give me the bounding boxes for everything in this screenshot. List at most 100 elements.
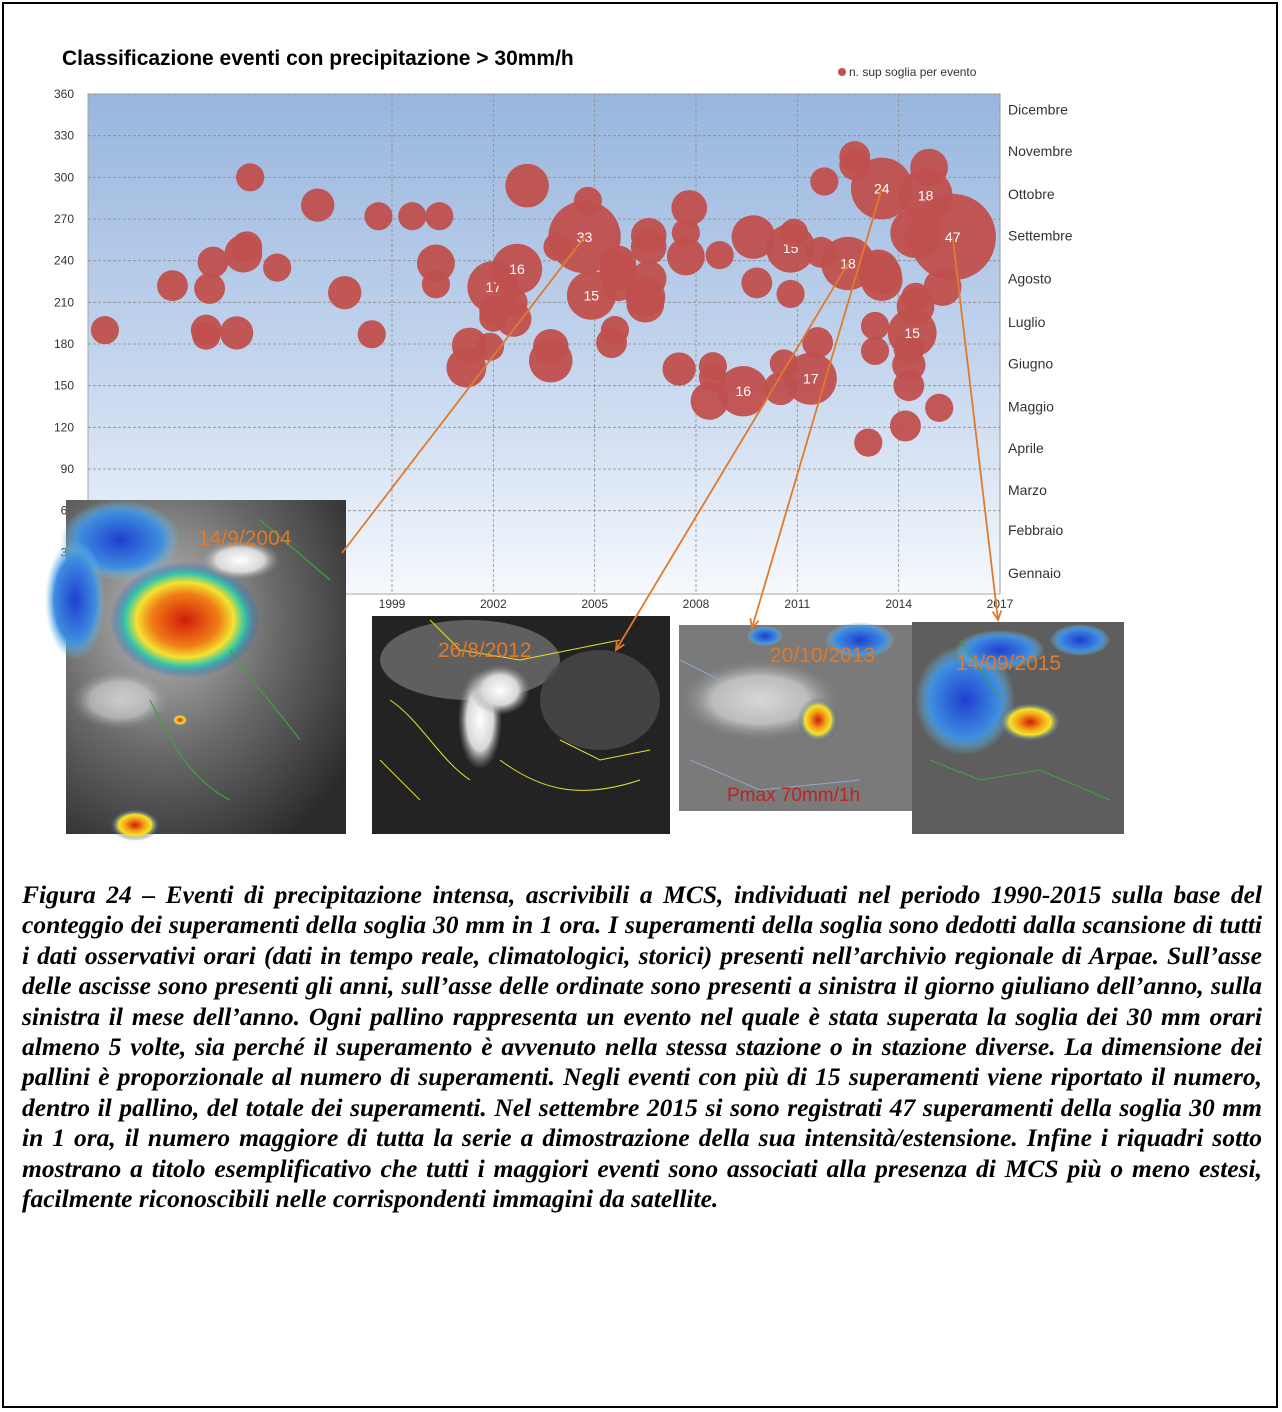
bubble: [889, 410, 921, 442]
month-label: Settembre: [1008, 228, 1073, 244]
month-label: Ottobre: [1008, 186, 1055, 202]
bubble: [425, 202, 454, 231]
bubble: [263, 253, 292, 282]
bubble: [301, 188, 335, 222]
bubble: [328, 275, 362, 310]
satellite-image-2004: [45, 500, 346, 841]
y-tick-label: 300: [54, 170, 74, 184]
month-label: Marzo: [1008, 482, 1047, 498]
y-axis-ticks: 609012015018021024027030033036030: [54, 87, 74, 559]
callout-line: [615, 262, 849, 651]
bubble: [666, 237, 705, 276]
bubble: [671, 190, 708, 226]
bubble: [662, 352, 696, 386]
bubble: [495, 301, 532, 337]
month-label: Aprile: [1008, 440, 1044, 456]
bubble: [810, 167, 839, 196]
y-tick-label: 330: [54, 129, 74, 143]
bubble: [776, 279, 805, 309]
month-axis: Gennaio Febbraio Marzo Aprile Maggio Giugno Lu…: [1008, 101, 1073, 581]
bubble: [861, 254, 902, 295]
month-label: Gennaio: [1008, 565, 1061, 581]
month-label: Giugno: [1008, 355, 1053, 371]
panel-date-2015: 14/09/2015: [956, 652, 1061, 675]
satellite-image-2013: [679, 622, 912, 811]
bubble: [698, 352, 727, 381]
bubble: [157, 270, 188, 302]
bubble: [860, 311, 890, 341]
bubble-chart: Classificazione eventi con precipitazion…: [45, 47, 1124, 841]
bubble-label: 16: [509, 261, 525, 277]
panel-date-2012: 26/8/2012: [438, 639, 531, 662]
bubble: [192, 321, 221, 350]
callout-line: [341, 236, 586, 554]
x-tick-label: 2008: [683, 597, 710, 611]
bubble: [357, 320, 386, 349]
bubble: [236, 163, 265, 192]
bubble: [731, 215, 776, 259]
bubble: [505, 163, 549, 208]
month-label: Luglio: [1008, 314, 1046, 330]
bubble: [779, 218, 809, 247]
callout-arrowhead: [614, 639, 625, 652]
satellite-image-2015: [912, 622, 1124, 834]
y-tick-label: 270: [54, 212, 74, 226]
bubble-label: 16: [735, 383, 751, 399]
bubble: [860, 336, 890, 366]
bubble: [925, 393, 954, 422]
y-tick-label: 120: [54, 420, 74, 434]
callout-lines: [341, 188, 1003, 652]
bubble: [197, 246, 229, 278]
bubble: [854, 428, 883, 457]
bubble: [901, 282, 930, 311]
chart-title: Classificazione eventi con precipitazion…: [62, 47, 574, 70]
callout-arrowhead: [749, 617, 760, 630]
bubble: [784, 352, 837, 405]
month-label: Novembre: [1008, 143, 1073, 159]
bubble: [705, 241, 734, 270]
bubbles: 17163315161517182415161847: [90, 141, 996, 457]
bubble: [718, 366, 769, 417]
y-tick-label: 180: [54, 337, 74, 351]
callout-line: [951, 236, 999, 621]
legend-label: n. sup soglia per evento: [849, 65, 977, 79]
bubble: [630, 228, 667, 265]
bubble-label: 17: [803, 371, 819, 387]
x-tick-label: 2014: [885, 597, 912, 611]
bubble: [231, 231, 263, 263]
bubble: [910, 148, 948, 187]
month-label: Agosto: [1008, 271, 1052, 287]
bubble: [802, 327, 834, 359]
legend-marker: [838, 68, 846, 76]
bubble: [421, 270, 450, 299]
bubble: [364, 202, 393, 231]
month-label: Dicembre: [1008, 101, 1068, 117]
x-axis-ticks: 1999 2002 2005 2008 2011 2014 2017: [379, 597, 1014, 611]
x-tick-label: 2005: [581, 597, 608, 611]
bubble: [398, 202, 427, 231]
bubble-label: 18: [840, 255, 856, 271]
y-tick-label: 150: [54, 379, 74, 393]
bubble: [600, 316, 630, 345]
satellite-image-2012: [372, 616, 670, 834]
y-tick-label: 360: [54, 87, 74, 101]
callout-line: [751, 188, 883, 629]
bubble: [194, 273, 226, 304]
y-tick-label: 90: [61, 462, 75, 476]
figure-caption: Figura 24 – Eventi di precipitazione int…: [22, 880, 1262, 1214]
panel-date-2013: 20/10/2013: [770, 644, 875, 667]
bubble: [417, 244, 455, 283]
panel-date-2004: 14/9/2004: [198, 527, 292, 550]
bubble: [741, 267, 773, 299]
y-tick-label: 210: [54, 295, 74, 309]
x-tick-label: 2002: [480, 597, 507, 611]
bubble-label: 15: [904, 325, 920, 341]
callout-arrowhead: [991, 610, 1003, 623]
bubble: [90, 316, 119, 345]
x-tick-label: 2011: [784, 597, 810, 611]
x-tick-label: 1999: [379, 597, 406, 611]
bubble: [626, 284, 665, 323]
bubble-label: 18: [918, 187, 934, 203]
panel-note-2013: Pmax 70mm/1h: [727, 785, 860, 806]
